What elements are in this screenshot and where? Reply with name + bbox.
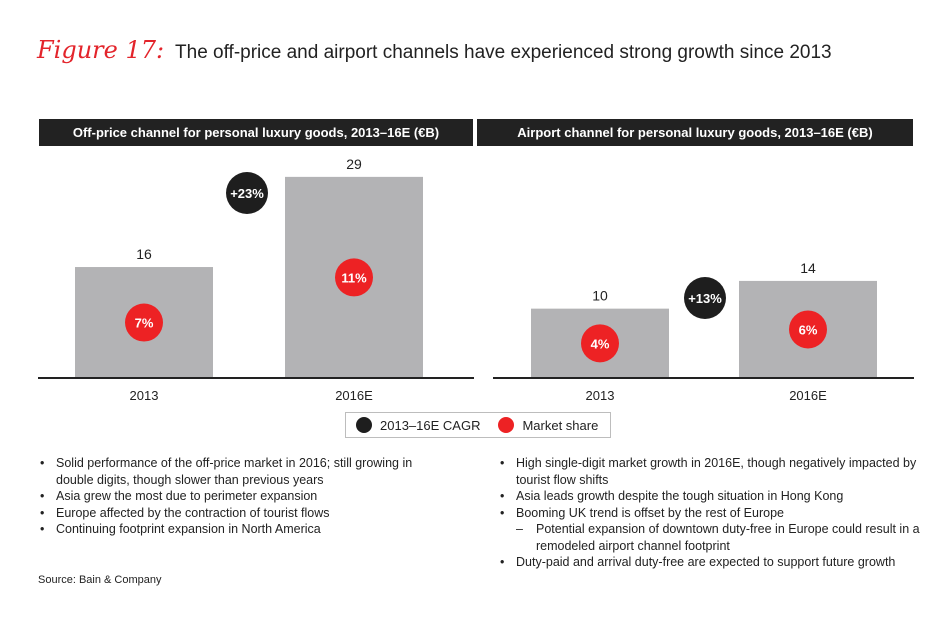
market-share-label: 7% <box>135 316 154 331</box>
cagr-label: +13% <box>688 291 722 306</box>
legend-item-cagr: 2013–16E CAGR <box>356 417 480 433</box>
x-tick-label: 2016E <box>335 388 373 403</box>
market-share-dot <box>125 303 163 342</box>
value-label: 14 <box>800 260 816 276</box>
legend-share-label: Market share <box>522 417 599 433</box>
figure-label: Figure 17: <box>37 36 165 64</box>
figure-title-text: The off-price and airport channels have … <box>175 42 832 63</box>
notes-off-price: Solid performance of the off-price marke… <box>36 455 446 538</box>
note-subitem: Potential expansion of downtown duty-fre… <box>496 521 926 554</box>
market-share-dot <box>789 310 827 349</box>
figure-title: Figure 17: The off-price and airport cha… <box>37 36 832 64</box>
note-item: Asia leads growth despite the tough situ… <box>496 488 926 505</box>
market-share-dot <box>335 258 373 297</box>
cagr-badge <box>226 172 268 214</box>
note-item: High single-digit market growth in 2016E… <box>496 455 926 488</box>
cagr-badge <box>684 277 726 319</box>
note-item: Europe affected by the contraction of to… <box>36 505 446 522</box>
market-share-label: 11% <box>341 270 367 285</box>
value-label: 10 <box>592 288 608 304</box>
note-item: Solid performance of the off-price marke… <box>36 455 446 488</box>
market-share-label: 4% <box>591 336 610 351</box>
x-tick-label: 2016E <box>789 388 827 403</box>
note-item: Continuing footprint expansion in North … <box>36 521 446 538</box>
legend-cagr-marker <box>356 417 372 433</box>
x-tick-label: 2013 <box>130 388 159 403</box>
legend-item-share: Market share <box>498 417 598 433</box>
value-label: 16 <box>136 246 152 262</box>
legend: 2013–16E CAGR Market share <box>345 412 611 438</box>
source-note: Source: Bain & Company <box>38 574 162 586</box>
note-item: Booming UK trend is offset by the rest o… <box>496 505 926 522</box>
legend-share-marker <box>498 417 515 433</box>
value-label: 29 <box>346 156 362 172</box>
notes-airport: High single-digit market growth in 2016E… <box>496 455 926 571</box>
note-item: Asia grew the most due to perimeter expa… <box>36 488 446 505</box>
legend-cagr-label: 2013–16E CAGR <box>380 417 481 433</box>
market-share-label: 6% <box>799 322 818 337</box>
chart-title-off-price: Off-price channel for personal luxury go… <box>39 119 473 146</box>
cagr-label: +23% <box>230 186 264 201</box>
chart-title-airport: Airport channel for personal luxury good… <box>477 119 913 146</box>
market-share-dot <box>581 324 619 363</box>
note-item: Duty-paid and arrival duty-free are expe… <box>496 554 926 571</box>
x-tick-label: 2013 <box>586 388 615 403</box>
bar-charts: 16 7% 2013 29 11% 2016E +23% 10 4% 2013 14 6% 2016E +… <box>38 156 914 403</box>
